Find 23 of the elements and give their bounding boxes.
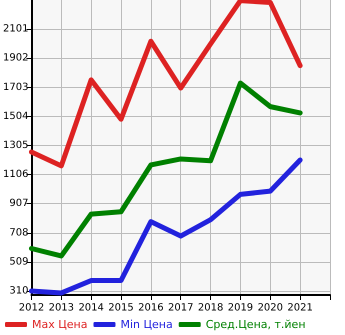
y-tick-label: 310: [9, 286, 28, 297]
y-tick-label: 1504: [2, 110, 28, 122]
x-tick-label: 2019: [228, 302, 254, 314]
legend-label: Сред.Цена, т.йен: [206, 318, 306, 331]
legend-label: Max Цена: [32, 318, 88, 331]
y-tick-label: 1902: [2, 52, 28, 64]
x-tick-label: 2016: [138, 302, 164, 314]
x-tick-label: 2020: [258, 302, 284, 314]
x-tick-label: 2021: [287, 302, 313, 314]
y-tick-label: 708: [9, 227, 28, 238]
x-tick-label: 2013: [48, 302, 74, 314]
x-tick-label: 2012: [18, 302, 44, 314]
x-tick-label: 2018: [198, 302, 224, 314]
y-tick-label: 2101: [2, 24, 28, 35]
x-tick-label: 2014: [78, 302, 104, 314]
x-tick-label: 2017: [168, 302, 194, 314]
y-tick-label: 1703: [2, 82, 28, 93]
y-tick-label: 1305: [2, 140, 28, 152]
x-tick-label: 2015: [108, 302, 134, 314]
y-tick-label: 1106: [2, 169, 28, 180]
y-tick-label: 907: [9, 198, 28, 210]
legend-label: Min Цена: [120, 318, 173, 331]
y-tick-label: 509: [9, 256, 28, 268]
